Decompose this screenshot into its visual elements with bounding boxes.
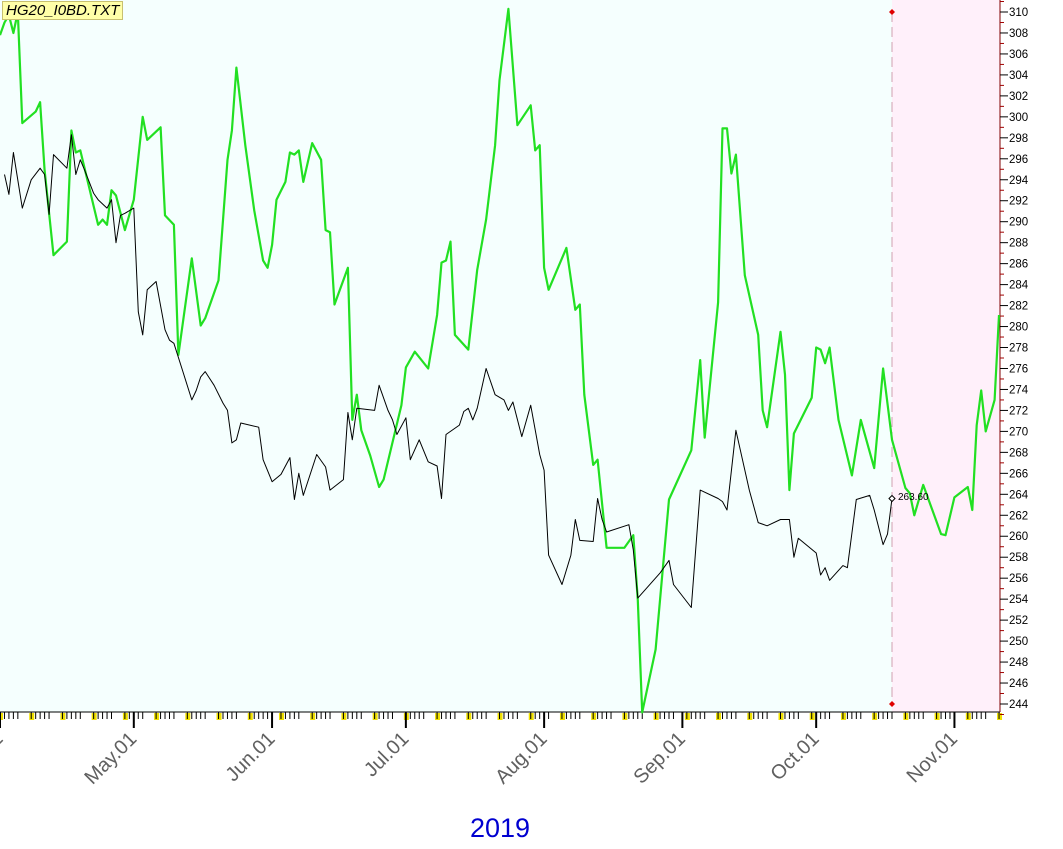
y-tick-label: 284 [1009, 280, 1029, 292]
y-tick-label: 280 [1009, 322, 1028, 334]
x-tick-label: May.01 [80, 728, 141, 789]
week-marker [60, 713, 66, 720]
y-tick-label: 298 [1009, 133, 1028, 145]
y-tick-label: 296 [1009, 154, 1028, 166]
x-tick-label: Jul.01 [360, 728, 413, 781]
x-axis-year-label: 2019 [469, 813, 531, 843]
y-tick-label: 266 [1009, 468, 1028, 480]
y-tick-label: 302 [1009, 91, 1028, 103]
y-tick-label: 290 [1009, 217, 1028, 229]
y-tick-label: 282 [1009, 301, 1028, 313]
series-black [4, 134, 893, 608]
y-tick-label: 310 [1009, 7, 1028, 19]
y-tick-label: 270 [1009, 426, 1028, 438]
y-tick-label: 260 [1009, 531, 1028, 543]
y-tick-label: 294 [1009, 175, 1029, 187]
last-value-marker-icon [888, 494, 896, 503]
chart-title: HG20_I0BD.TXT [2, 1, 124, 20]
y-tick-label: 272 [1009, 405, 1028, 417]
week-marker [0, 713, 3, 720]
series-line-green [0, 7, 1001, 714]
x-tick-label: Apr.01 [0, 728, 8, 784]
last-value-label: 263.60 [898, 492, 929, 504]
series-green [0, 7, 1001, 714]
x-tick-label: Oct.01 [766, 728, 823, 785]
y-tick-label: 256 [1009, 573, 1028, 585]
y-tick-label: 244 [1009, 699, 1029, 711]
future-background [892, 0, 1000, 712]
y-tick-label: 254 [1009, 594, 1029, 606]
x-tick-label: Jun.01 [222, 728, 280, 786]
y-tick-label: 262 [1009, 510, 1028, 522]
y-tick-label: 250 [1009, 636, 1028, 648]
x-tick-label: Aug.01 [491, 728, 551, 788]
y-tick-label: 264 [1009, 489, 1029, 501]
y-tick-label: 308 [1009, 28, 1028, 40]
y-tick-label: 306 [1009, 49, 1028, 61]
y-tick-label: 300 [1009, 112, 1028, 124]
marker-diamond-icon [889, 701, 895, 707]
y-tick-label: 248 [1009, 657, 1028, 669]
y-tick-label: 304 [1009, 70, 1029, 82]
x-tick-label: Sep.01 [630, 728, 690, 788]
y-tick-label: 292 [1009, 196, 1028, 208]
y-tick-label: 286 [1009, 259, 1028, 271]
y-tick-label: 288 [1009, 238, 1028, 250]
y-tick-label: 274 [1009, 384, 1029, 396]
series-line-black [4, 134, 893, 608]
y-tick-label: 276 [1009, 363, 1028, 375]
y-tick-label: 252 [1009, 615, 1028, 627]
week-marker [29, 713, 35, 720]
y-tick-label: 246 [1009, 678, 1028, 690]
y-tick-label: 278 [1009, 343, 1028, 355]
y-tick-label: 268 [1009, 447, 1028, 459]
marker-diamond-icon [889, 9, 895, 15]
y-tick-label: 258 [1009, 552, 1028, 564]
x-tick-label: Nov.01 [903, 728, 962, 787]
history-background [0, 0, 892, 712]
